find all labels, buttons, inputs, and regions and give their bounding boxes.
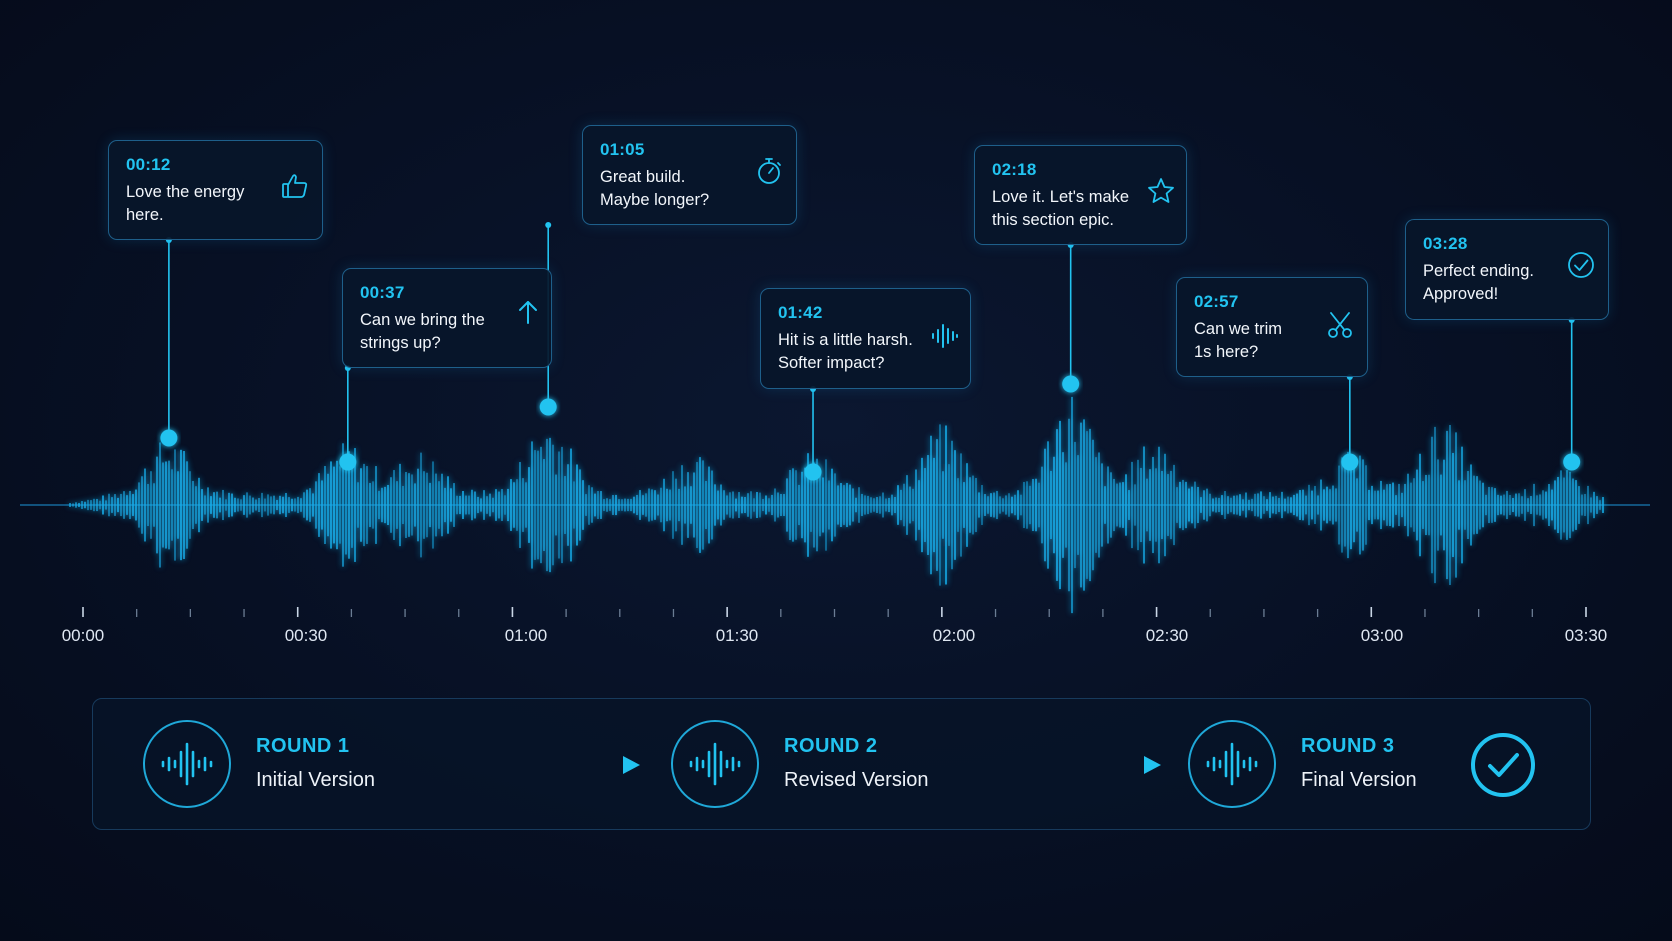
comment-text: Can we bring the strings up? (360, 311, 485, 352)
audio-wave-icon[interactable] (143, 720, 231, 808)
comment-card[interactable]: 03:28 Perfect ending. Approved! (1405, 219, 1609, 320)
timeline-tick-label: 00:00 (61, 626, 105, 645)
check-circle-icon (1566, 250, 1596, 280)
comment-card[interactable]: 02:18 Love it. Let's make this section e… (974, 145, 1187, 245)
marker-dot[interactable] (339, 453, 357, 471)
comment-timestamp: 03:28 (1423, 234, 1468, 253)
round-subtitle: Revised Version (784, 769, 929, 791)
arrow-up-icon (513, 297, 543, 327)
marker-dot[interactable] (1563, 453, 1581, 471)
comment-text: Love the energy here. (126, 183, 245, 224)
comment-timestamp: 00:12 (126, 155, 171, 174)
audio-wave-icon[interactable] (671, 720, 759, 808)
marker-dot[interactable] (160, 429, 178, 447)
timeline-tick-label: 01:00 (504, 626, 548, 645)
comment-text: Perfect ending. Approved! (1423, 262, 1534, 303)
comment-timestamp: 02:57 (1194, 292, 1239, 311)
thumbs-up-icon (280, 171, 310, 201)
review-rounds-panel: ROUND 1 Initial Version ROUND 2 Revised … (92, 698, 1591, 830)
comment-text: Love it. Let's make this section epic. (992, 188, 1130, 229)
waveform-icon (930, 321, 960, 351)
round-title: ROUND 1 (256, 735, 350, 757)
timeline-tick-label: 03:00 (1360, 626, 1404, 645)
audio-wave-icon[interactable] (1188, 720, 1276, 808)
marker-dot[interactable] (539, 398, 557, 416)
comment-timestamp: 02:18 (992, 160, 1037, 179)
comment-card[interactable]: 00:37 Can we bring the strings up? (342, 268, 552, 368)
round-title: ROUND 2 (784, 735, 878, 757)
round-subtitle: Initial Version (256, 769, 375, 791)
comment-card[interactable]: 01:42 Hit is a little harsh. Softer impa… (760, 288, 971, 389)
comment-timestamp: 00:37 (360, 283, 405, 302)
timeline-tick-label: 02:30 (1145, 626, 1189, 645)
comment-card[interactable]: 00:12 Love the energy here. (108, 140, 323, 240)
timeline-tick-label: 00:30 (284, 626, 328, 645)
marker-dot[interactable] (1062, 375, 1080, 393)
star-icon (1146, 176, 1176, 206)
round-title: ROUND 3 (1301, 735, 1395, 757)
arrow-right-icon (418, 754, 643, 774)
timeline-tick-label: 01:30 (715, 626, 759, 645)
timeline-ticks (82, 607, 1587, 617)
comment-timestamp: 01:05 (600, 140, 645, 159)
scissors-icon (1325, 310, 1355, 340)
comment-card[interactable]: 02:57 Can we trim 1s here? (1176, 277, 1368, 377)
timeline-tick-label: 02:00 (932, 626, 976, 645)
round-subtitle: Final Version (1301, 769, 1417, 791)
marker-dot[interactable] (804, 463, 822, 481)
comment-markers (160, 222, 1581, 481)
check-circle-icon (1469, 731, 1537, 799)
comment-text: Hit is a little harsh. Softer impact? (778, 331, 913, 372)
comment-timestamp: 01:42 (778, 303, 823, 322)
stopwatch-icon (754, 156, 784, 186)
arrow-right-icon (959, 754, 1164, 774)
waveform (69, 396, 1604, 614)
timeline-tick-label: 03:30 (1564, 626, 1608, 645)
comment-card[interactable]: 01:05 Great build. Maybe longer? (582, 125, 797, 225)
comment-text: Can we trim 1s here? (1194, 320, 1283, 361)
marker-anchor (545, 222, 552, 228)
marker-dot[interactable] (1341, 453, 1359, 471)
comment-text: Great build. Maybe longer? (600, 168, 710, 209)
